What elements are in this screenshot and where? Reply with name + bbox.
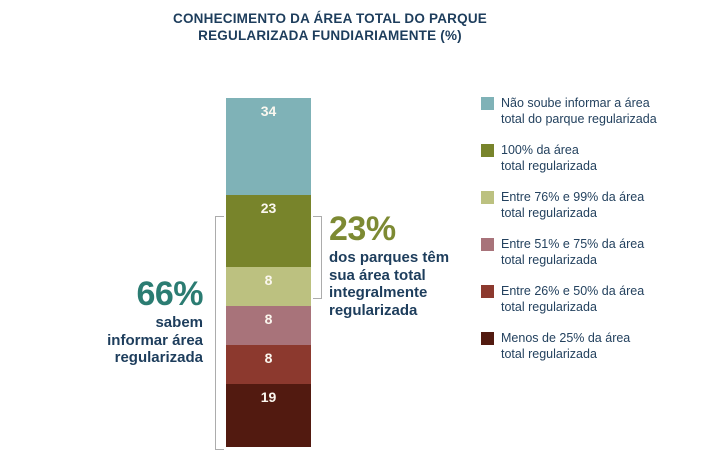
legend-label: Entre 51% e 75% da área total regulariza… xyxy=(501,237,645,267)
annotation-66-value: 66% xyxy=(136,275,203,313)
bracket-23-percent xyxy=(313,216,322,299)
annotation-line: sabem xyxy=(155,314,203,331)
legend-swatch xyxy=(481,332,494,345)
annotation-line: dos parques têm xyxy=(329,249,450,266)
annotation-line: informar área xyxy=(107,331,203,349)
legend-item-6: Menos de 25% da área total regularizada xyxy=(481,330,657,362)
legend: Não soube informar a área total do parqu… xyxy=(481,95,657,362)
chart-title-line1: CONHECIMENTO DA ÁREA TOTAL DO PARQUE xyxy=(173,11,487,26)
legend-swatch xyxy=(481,238,494,251)
segment-value-label: 8 xyxy=(264,349,273,366)
chart-title-line2: REGULARIZADA FUNDIARIAMENTE (%) xyxy=(198,27,462,43)
legend-item-3: Entre 76% e 99% da área total regulariza… xyxy=(481,189,657,221)
legend-swatch xyxy=(481,285,494,298)
stacked-bar: 34 23 8 8 8 19 xyxy=(226,98,311,448)
segment-value-label: 23 xyxy=(260,199,277,216)
bar-segment-3: 8 xyxy=(226,267,311,306)
legend-swatch xyxy=(481,97,494,110)
bar-segment-5: 8 xyxy=(226,344,311,384)
bracket-66-percent xyxy=(215,216,224,450)
segment-value-label: 8 xyxy=(264,310,273,327)
bar-segment-2: 23 xyxy=(226,194,311,268)
annotation-line: integralmente xyxy=(329,284,428,301)
segment-value-label: 19 xyxy=(260,388,277,405)
legend-label: Menos de 25% da área total regularizada xyxy=(501,331,631,361)
legend-label: Entre 76% e 99% da área total regulariza… xyxy=(501,190,645,220)
legend-swatch xyxy=(481,144,494,157)
annotation-23-percent: 23% dos parques têm sua área total integra… xyxy=(329,212,489,319)
legend-label: Entre 26% e 50% da área total regulariza… xyxy=(501,284,645,314)
bar-segment-4: 8 xyxy=(226,305,311,345)
annotation-23-value: 23% xyxy=(329,210,396,248)
legend-item-2: 100% da área total regularizada xyxy=(481,142,657,174)
annotation-line: regularizada xyxy=(114,349,203,366)
segment-value-label: 34 xyxy=(260,103,277,119)
segment-value-label: 8 xyxy=(264,272,273,289)
legend-item-4: Entre 51% e 75% da área total regulariza… xyxy=(481,236,657,268)
annotation-66-text: sabem informar área regularizada xyxy=(20,314,203,367)
legend-label: Não soube informar a área total do parqu… xyxy=(501,96,657,126)
bar-segment-1: 34 xyxy=(226,98,311,195)
legend-item-5: Entre 26% e 50% da área total regulariza… xyxy=(481,283,657,315)
legend-swatch xyxy=(481,191,494,204)
chart-title: CONHECIMENTO DA ÁREA TOTAL DO PARQUE REG… xyxy=(0,11,660,44)
annotation-23-text: dos parques têm sua área total integralmen… xyxy=(329,249,489,319)
bar-segment-6: 19 xyxy=(226,383,311,448)
annotation-line: regularizada xyxy=(329,301,418,319)
legend-label: 100% da área total regularizada xyxy=(501,143,597,173)
legend-item-1: Não soube informar a área total do parqu… xyxy=(481,95,657,127)
annotation-66-percent: 66% sabem informar área regularizada xyxy=(20,277,203,367)
annotation-line: sua área total xyxy=(329,266,426,284)
